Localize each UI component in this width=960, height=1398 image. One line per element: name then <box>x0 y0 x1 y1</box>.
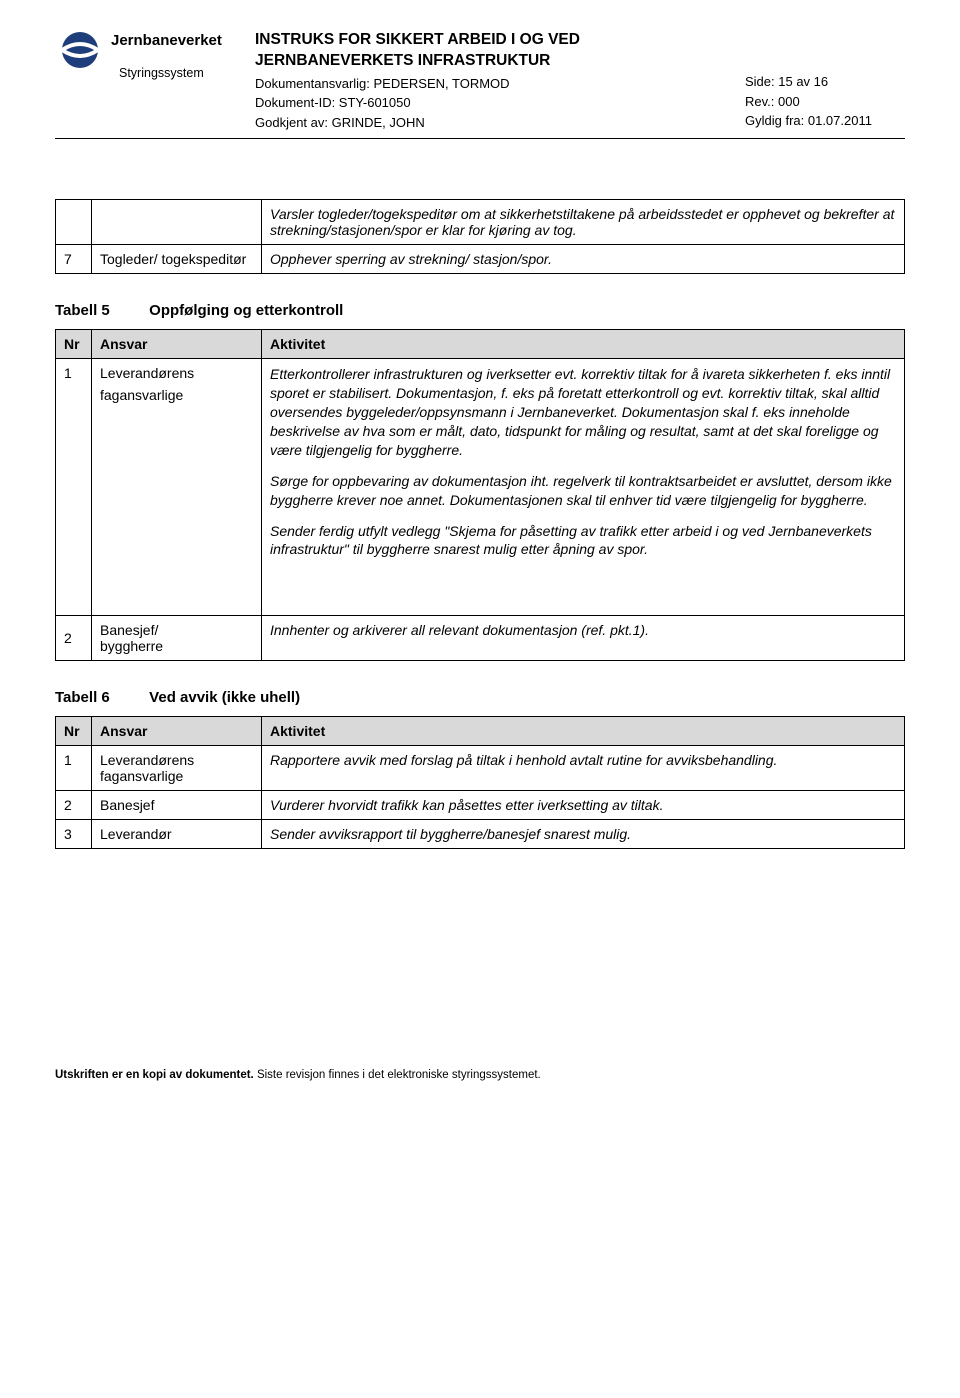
cell-ansvar <box>92 200 262 245</box>
doc-title-line1: INSTRUKS FOR SIKKERT ARBEID I OG VED <box>255 31 580 48</box>
ansvar-line1: Banesjef/ <box>100 622 253 638</box>
header-divider <box>55 138 905 139</box>
table-row: 7 Togleder/ togekspeditør Opphever sperr… <box>56 245 905 274</box>
table-row: 2 Banesjef/ byggherre Innhenter og arkiv… <box>56 616 905 661</box>
tabell5: Nr Ansvar Aktivitet 1 Leverandørens faga… <box>55 329 905 661</box>
th-aktivitet: Aktivitet <box>262 330 905 359</box>
table-top: Varsler togleder/togekspeditør om at sik… <box>55 199 905 274</box>
table-row: Varsler togleder/togekspeditør om at sik… <box>56 200 905 245</box>
cell-aktivitet: Innhenter og arkiverer all relevant doku… <box>262 616 905 661</box>
table-row: 1 Leverandørens fagansvarlige Rapportere… <box>56 746 905 791</box>
cell-aktivitet: Etterkontrollerer infrastrukturen og ive… <box>262 359 905 616</box>
cell-nr: 1 <box>56 359 92 616</box>
th-nr: Nr <box>56 330 92 359</box>
table-row: 2 Banesjef Vurderer hvorvidt trafikk kan… <box>56 791 905 820</box>
cell-nr: 3 <box>56 820 92 849</box>
footer-bold: Utskriften er en kopi av dokumentet. <box>55 1069 254 1081</box>
tabell6-label: Tabell 6 <box>55 689 145 706</box>
aktivitet-p1: Etterkontrollerer infrastrukturen og ive… <box>270 365 896 459</box>
footer-note: Utskriften er en kopi av dokumentet. Sis… <box>55 1069 905 1081</box>
tabell5-heading: Oppfølging og etterkontroll <box>149 302 343 319</box>
tabell6-title: Tabell 6 Ved avvik (ikke uhell) <box>55 689 905 706</box>
cell-ansvar: Banesjef <box>92 791 262 820</box>
document-header: Jernbaneverket Styringssystem INSTRUKS F… <box>55 30 905 132</box>
cell-nr: 1 <box>56 746 92 791</box>
side-label: Side: 15 av 16 <box>745 72 905 92</box>
doc-title-line2: JERNBANEVERKETS INFRASTRUKTUR <box>255 52 550 69</box>
styringssystem-label: Styringssystem <box>119 66 255 80</box>
header-middle: INSTRUKS FOR SIKKERT ARBEID I OG VED JER… <box>255 30 745 132</box>
cell-ansvar: Togleder/ togekspeditør <box>92 245 262 274</box>
ansvar-line2: fagansvarlige <box>100 387 253 403</box>
jernbaneverket-logo-icon <box>55 30 105 70</box>
gyldig-label: Gyldig fra: 01.07.2011 <box>745 111 905 131</box>
table-header-row: Nr Ansvar Aktivitet <box>56 330 905 359</box>
tabell6: Nr Ansvar Aktivitet 1 Leverandørens faga… <box>55 716 905 849</box>
cell-ansvar: Leverandørens fagansvarlige <box>92 359 262 616</box>
th-nr: Nr <box>56 717 92 746</box>
logo-brand-block: Jernbaneverket Styringssystem <box>55 30 255 80</box>
rev-label: Rev.: 000 <box>745 92 905 112</box>
footer-rest: Siste revisjon finnes i det elektroniske… <box>254 1069 541 1081</box>
ansvar-line2: fagansvarlige <box>100 768 183 784</box>
dokument-id: Dokument-ID: STY-601050 <box>255 93 745 113</box>
brand-name: Jernbaneverket <box>111 32 222 49</box>
cell-aktivitet: Sender avviksrapport til byggherre/banes… <box>262 820 905 849</box>
table-row: 3 Leverandør Sender avviksrapport til by… <box>56 820 905 849</box>
tabell5-label: Tabell 5 <box>55 302 145 319</box>
aktivitet-p2: Sørge for oppbevaring av dokumentasjon i… <box>270 472 896 510</box>
cell-nr <box>56 200 92 245</box>
tabell6-heading: Ved avvik (ikke uhell) <box>149 689 300 706</box>
cell-aktivitet: Varsler togleder/togekspeditør om at sik… <box>262 200 905 245</box>
ansvar-line2: byggherre <box>100 638 253 654</box>
cell-ansvar: Leverandør <box>92 820 262 849</box>
aktivitet-p3: Sender ferdig utfylt vedlegg "Skjema for… <box>270 522 896 560</box>
ansvar-line1: Leverandørens <box>100 365 253 381</box>
tabell5-title: Tabell 5 Oppfølging og etterkontroll <box>55 302 905 319</box>
cell-aktivitet: Opphever sperring av strekning/ stasjon/… <box>262 245 905 274</box>
godkjent-av: Godkjent av: GRINDE, JOHN <box>255 113 745 133</box>
table-header-row: Nr Ansvar Aktivitet <box>56 717 905 746</box>
cell-ansvar: Banesjef/ byggherre <box>92 616 262 661</box>
th-aktivitet: Aktivitet <box>262 717 905 746</box>
cell-nr: 2 <box>56 616 92 661</box>
page: Jernbaneverket Styringssystem INSTRUKS F… <box>0 0 960 1101</box>
dokumentansvarlig: Dokumentansvarlig: PEDERSEN, TORMOD <box>255 74 745 94</box>
cell-nr: 7 <box>56 245 92 274</box>
cell-ansvar: Leverandørens fagansvarlige <box>92 746 262 791</box>
ansvar-line1: Leverandørens <box>100 752 194 768</box>
cell-aktivitet: Rapportere avvik med forslag på tiltak i… <box>262 746 905 791</box>
table-row: 1 Leverandørens fagansvarlige Etterkontr… <box>56 359 905 616</box>
cell-aktivitet: Vurderer hvorvidt trafikk kan påsettes e… <box>262 791 905 820</box>
header-right: Side: 15 av 16 Rev.: 000 Gyldig fra: 01.… <box>745 30 905 131</box>
th-ansvar: Ansvar <box>92 717 262 746</box>
cell-nr: 2 <box>56 791 92 820</box>
th-ansvar: Ansvar <box>92 330 262 359</box>
